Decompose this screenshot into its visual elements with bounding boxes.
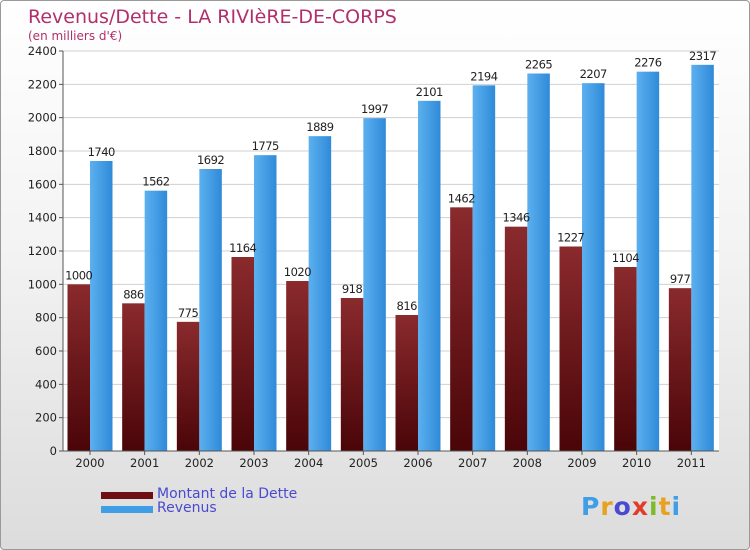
x-tick-label-2002: 2002: [185, 456, 214, 470]
x-tick-label-2005: 2005: [349, 456, 378, 470]
bar-revenus-2004: [308, 136, 332, 451]
y-tick-label-1800: 1800: [28, 144, 57, 158]
bar-dette-2003: [231, 257, 254, 451]
bar-dette-2002: [176, 321, 200, 451]
y-tick-label-1600: 1600: [28, 177, 57, 191]
chart-subtitle: (en milliers d'€): [28, 29, 123, 43]
logo-letter: i: [671, 492, 682, 521]
y-tick-label-2200: 2200: [28, 77, 57, 91]
logo-letter: i: [649, 492, 659, 521]
data-label-dette-2008: 1346: [502, 211, 529, 225]
bar-revenus-2008: [527, 73, 550, 451]
bar-dette-2007: [450, 207, 473, 451]
data-label-revenus-2005: 1997: [361, 102, 388, 116]
data-label-revenus-2010: 2276: [634, 56, 661, 70]
y-tick-label-1200: 1200: [28, 244, 57, 258]
bar-dette-2006: [395, 315, 418, 451]
data-label-dette-2002: 775: [178, 306, 199, 320]
x-tick-label-2001: 2001: [130, 456, 159, 470]
y-tick-label-200: 200: [35, 411, 57, 425]
bar-revenus-2002: [199, 169, 222, 451]
data-label-revenus-2003: 1775: [252, 139, 279, 153]
proxiti-logo: Proxiti: [581, 492, 681, 521]
data-label-revenus-2004: 1889: [306, 120, 333, 134]
x-tick-label-2004: 2004: [294, 456, 323, 470]
y-tick-label-1400: 1400: [28, 211, 57, 225]
data-label-revenus-2011: 2317: [689, 49, 716, 63]
data-label-dette-2007: 1462: [448, 191, 475, 205]
data-label-dette-2001: 886: [123, 287, 144, 301]
bar-dette-2005: [340, 298, 364, 451]
x-tick-label-2007: 2007: [458, 456, 487, 470]
bar-dette-2004: [286, 281, 309, 451]
y-tick-label-400: 400: [35, 377, 57, 391]
x-tick-label-2011: 2011: [677, 456, 706, 470]
y-tick-label-600: 600: [35, 344, 57, 358]
y-tick-label-800: 800: [35, 311, 57, 325]
bar-revenus-2001: [144, 190, 168, 451]
data-label-dette-2010: 1104: [612, 251, 639, 265]
x-tick-label-2006: 2006: [403, 456, 432, 470]
legend-swatch-dette: [101, 492, 153, 499]
bar-revenus-2006: [418, 100, 441, 451]
legend-label-dette: Montant de la Dette: [157, 486, 298, 502]
bar-revenus-2010: [636, 71, 660, 452]
data-label-revenus-2008: 2265: [525, 58, 552, 72]
data-label-revenus-2006: 2101: [416, 85, 443, 99]
bar-dette-2008: [504, 226, 528, 451]
logo-letter: o: [613, 492, 632, 521]
data-label-revenus-2002: 1692: [197, 153, 224, 167]
bar-dette-2001: [122, 303, 145, 451]
logo-letter: x: [631, 492, 649, 521]
x-tick-label-2009: 2009: [567, 456, 596, 470]
data-label-revenus-2009: 2207: [580, 67, 607, 81]
data-label-dette-2009: 1227: [557, 231, 584, 245]
chart-title: Revenus/Dette - LA RIVIèRE-DE-CORPS: [28, 6, 397, 28]
bar-revenus-2007: [472, 85, 496, 451]
data-label-revenus-2007: 2194: [470, 69, 497, 83]
legend-swatch-revenus: [101, 506, 153, 513]
x-tick-label-2003: 2003: [239, 456, 268, 470]
x-tick-label-2000: 2000: [75, 456, 104, 470]
data-label-dette-2003: 1164: [229, 241, 256, 255]
data-label-revenus-2001: 1562: [142, 175, 169, 189]
y-tick-label-1000: 1000: [28, 277, 57, 291]
data-label-dette-2005: 918: [342, 282, 363, 296]
bar-revenus-2011: [691, 64, 714, 452]
y-tick-label-2000: 2000: [28, 111, 57, 125]
legend-label-revenus: Revenus: [157, 500, 217, 516]
y-tick-label-0: 0: [50, 444, 57, 458]
data-label-dette-2004: 1020: [284, 265, 311, 279]
y-tick-label-2400: 2400: [28, 44, 57, 58]
logo-letter: t: [658, 492, 672, 521]
data-label-dette-2000: 1000: [65, 268, 92, 282]
bar-revenus-2005: [363, 118, 386, 452]
data-label-dette-2006: 816: [397, 299, 418, 313]
bar-dette-2000: [67, 284, 90, 451]
bar-revenus-2000: [90, 161, 113, 451]
bar-dette-2010: [614, 267, 637, 451]
bar-dette-2009: [559, 246, 582, 451]
logo-letter: P: [581, 492, 601, 521]
bar-revenus-2009: [582, 83, 605, 452]
data-label-dette-2011: 977: [670, 272, 691, 286]
x-tick-label-2008: 2008: [513, 456, 542, 470]
data-label-revenus-2000: 1740: [88, 145, 115, 159]
x-tick-label-2010: 2010: [622, 456, 651, 470]
bar-revenus-2003: [254, 155, 277, 451]
bar-dette-2011: [668, 288, 692, 451]
logo-letter: r: [600, 492, 614, 521]
